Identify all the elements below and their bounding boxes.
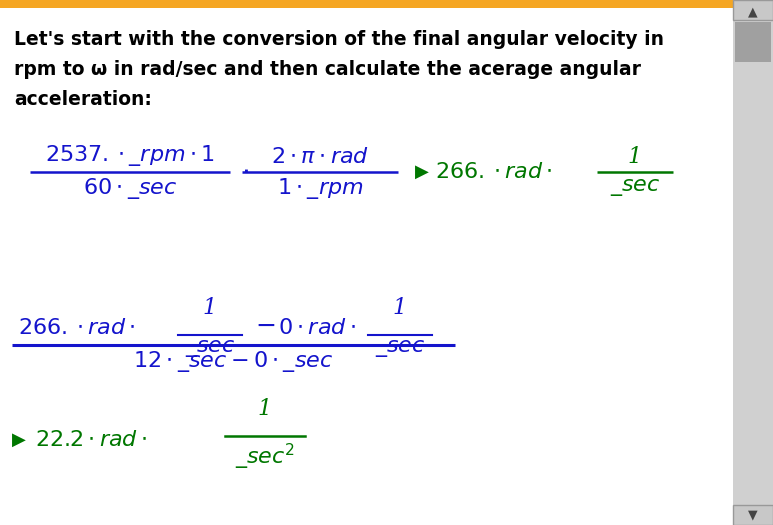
- Text: ▼: ▼: [748, 509, 758, 521]
- Text: 1: 1: [203, 297, 217, 319]
- Text: $\_sec$: $\_sec$: [185, 337, 235, 359]
- Text: 1: 1: [393, 297, 407, 319]
- Text: Let's start with the conversion of the final angular velocity in: Let's start with the conversion of the f…: [14, 30, 664, 49]
- Bar: [733, 0, 773, 525]
- Bar: [733, 0, 773, 20]
- Text: 1: 1: [258, 398, 272, 420]
- Text: ▲: ▲: [748, 5, 758, 18]
- Text: $\_sec^2$: $\_sec^2$: [235, 442, 295, 472]
- Text: ▶: ▶: [415, 163, 429, 181]
- Text: 1: 1: [628, 146, 642, 168]
- Text: $266.\cdot rad\cdot$: $266.\cdot rad\cdot$: [435, 161, 553, 183]
- Text: $22.2\cdot rad\cdot$: $22.2\cdot rad\cdot$: [35, 429, 147, 451]
- Bar: [735, 22, 771, 62]
- Text: ▶: ▶: [12, 431, 26, 449]
- Text: $266.\cdot rad\cdot$: $266.\cdot rad\cdot$: [18, 317, 135, 339]
- Text: $-$: $-$: [255, 313, 275, 337]
- Bar: [733, 505, 773, 525]
- Text: $2537.\cdot\_rpm\cdot 1$: $2537.\cdot\_rpm\cdot 1$: [45, 143, 215, 168]
- Text: $\_sec$: $\_sec$: [610, 176, 660, 198]
- Text: acceleration:: acceleration:: [14, 90, 152, 109]
- Text: rpm to ω in rad/sec and then calculate the acerage angular: rpm to ω in rad/sec and then calculate t…: [14, 60, 641, 79]
- Bar: [0, 0, 733, 8]
- Text: $2\cdot\pi\cdot rad$: $2\cdot\pi\cdot rad$: [271, 146, 369, 168]
- Text: $0\cdot rad\cdot$: $0\cdot rad\cdot$: [278, 317, 356, 339]
- Text: $12\cdot\_sec-0\cdot\_sec$: $12\cdot\_sec-0\cdot\_sec$: [134, 349, 334, 374]
- Text: $\cdot$: $\cdot$: [241, 159, 249, 185]
- Text: $\_sec$: $\_sec$: [375, 337, 425, 359]
- Text: $1\cdot\_rpm$: $1\cdot\_rpm$: [277, 176, 363, 201]
- Text: $60\cdot\_sec$: $60\cdot\_sec$: [83, 176, 177, 201]
